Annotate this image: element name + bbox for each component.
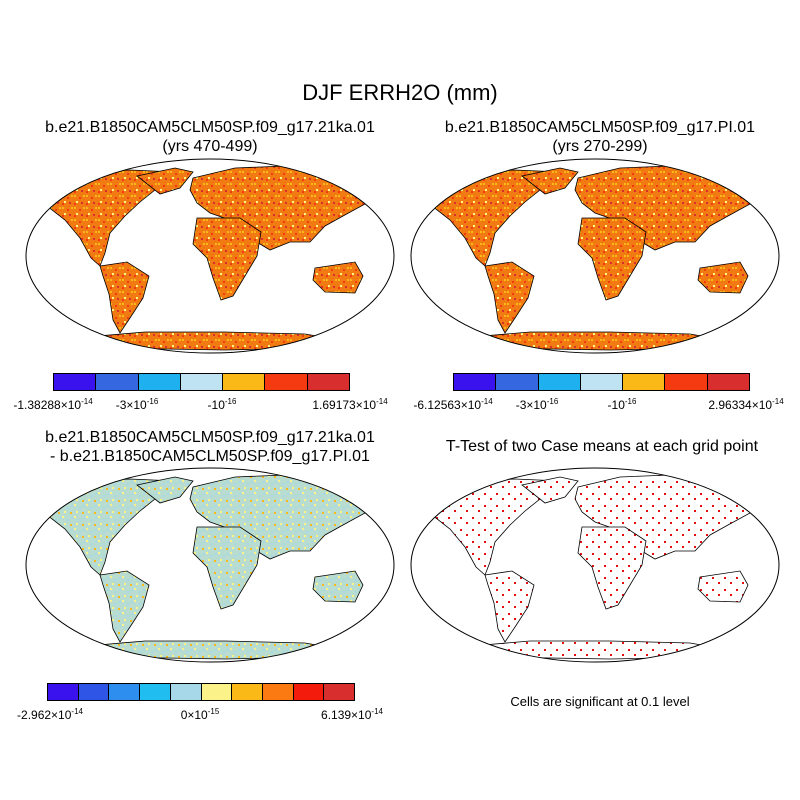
continent-shape	[192, 217, 262, 301]
colorbar-swatch	[454, 374, 497, 390]
panel-3-title-line1: b.e21.B1850CAM5CLM50SP.f09_g17.21ka.01	[45, 429, 375, 446]
colorbar-3-tick-max: 6.139×10-14	[321, 707, 383, 722]
map-border	[410, 158, 780, 354]
continent-shape	[577, 217, 647, 301]
colorbar-swatch	[307, 374, 349, 390]
continent-shape	[697, 261, 749, 294]
colorbar-swatch	[707, 374, 749, 390]
continent-shape	[521, 167, 579, 195]
colorbar-3-tick-mid: 0×10-15	[180, 707, 220, 722]
colorbar-swatch	[138, 374, 181, 390]
panel-1-title-line1: b.e21.B1850CAM5CLM50SP.f09_g17.21ka.01	[45, 119, 375, 136]
continent-shape	[419, 169, 561, 267]
continent-shape	[312, 261, 364, 294]
colorbar-swatch	[223, 374, 266, 390]
continent-shape	[136, 167, 194, 195]
significance-note: Cells are significant at 0.1 level	[510, 694, 690, 709]
colorbar-3	[47, 683, 355, 701]
colorbar-swatch	[140, 684, 171, 700]
colorbar-2	[453, 373, 750, 391]
colorbar-2-tick-2: -3×10-16	[515, 397, 559, 412]
panel-3-title-line2: - b.e21.B1850CAM5CLM50SP.f09_g17.PI.01	[50, 448, 370, 465]
colorbar-1-tick-3: -10-16	[207, 397, 237, 412]
colorbar-swatch	[580, 374, 624, 390]
continent-shape	[136, 476, 194, 504]
continent-shape	[521, 476, 579, 504]
colorbar-3-tick-min: -2.962×10-14	[17, 707, 83, 722]
panel-4-title: T-Test of two Case means at each grid po…	[445, 438, 759, 455]
colorbar-swatch	[665, 374, 708, 390]
continent-shape	[74, 331, 347, 351]
map-border	[25, 158, 395, 354]
colorbar-1-tick-min: -1.38288×10-14	[13, 397, 93, 412]
colorbar-1-tick-2: -3×10-16	[115, 397, 159, 412]
continent-shape	[34, 478, 176, 576]
map-panel-2	[410, 158, 780, 354]
panel-2-title: b.e21.B1850CAM5CLM50SP.f09_g17.PI.01 (yr…	[410, 118, 790, 156]
continent-shape	[99, 570, 150, 643]
colorbar-swatch	[623, 374, 666, 390]
map-panel-1	[25, 158, 395, 354]
colorbar-swatch	[262, 684, 294, 700]
map-panel-3	[25, 467, 395, 663]
colorbar-swatch	[96, 374, 139, 390]
continent-shape	[577, 526, 647, 610]
continent-shape	[99, 261, 150, 334]
colorbar-2-tick-min: -6.12563×10-14	[413, 397, 493, 412]
panel-2-title-line1: b.e21.B1850CAM5CLM50SP.f09_g17.PI.01	[444, 119, 756, 136]
colorbar-swatch	[538, 374, 581, 390]
continent-shape	[419, 478, 561, 576]
continent-shape	[192, 526, 262, 610]
colorbar-2-tick-max: 2.96334×10-14	[708, 397, 784, 412]
colorbar-swatch	[265, 374, 308, 390]
figure-title: DJF ERRH2O (mm)	[302, 80, 498, 105]
colorbar-swatch	[78, 684, 110, 700]
colorbar-swatch	[180, 374, 224, 390]
continent-shape	[34, 169, 176, 267]
colorbar-swatch	[201, 684, 233, 700]
colorbar-swatch	[293, 684, 325, 700]
colorbar-1-tick-max: 1.69173×10-14	[312, 397, 388, 412]
colorbar-swatch	[109, 684, 141, 700]
colorbar-swatch	[232, 684, 263, 700]
colorbar-1	[53, 373, 350, 391]
map-panel-4	[410, 467, 780, 663]
continent-shape	[459, 640, 732, 660]
map-border	[25, 467, 395, 663]
panel-2-title-line2: (yrs 270-299)	[552, 138, 648, 155]
continent-shape	[312, 570, 364, 603]
continent-shape	[484, 261, 535, 334]
map-border	[410, 467, 780, 663]
colorbar-swatch	[54, 374, 97, 390]
continent-shape	[74, 640, 347, 660]
colorbar-2-tick-3: -10-16	[607, 397, 637, 412]
colorbar-swatch	[170, 684, 202, 700]
continent-shape	[697, 570, 749, 603]
continent-shape	[459, 331, 732, 351]
panel-1-title-line2: (yrs 470-499)	[162, 138, 258, 155]
panel-1-title: b.e21.B1850CAM5CLM50SP.f09_g17.21ka.01 (…	[20, 118, 400, 156]
panel-3-title: b.e21.B1850CAM5CLM50SP.f09_g17.21ka.01 -…	[20, 428, 400, 466]
continent-shape	[484, 570, 535, 643]
colorbar-swatch	[48, 684, 79, 700]
colorbar-swatch	[324, 684, 355, 700]
colorbar-swatch	[496, 374, 539, 390]
